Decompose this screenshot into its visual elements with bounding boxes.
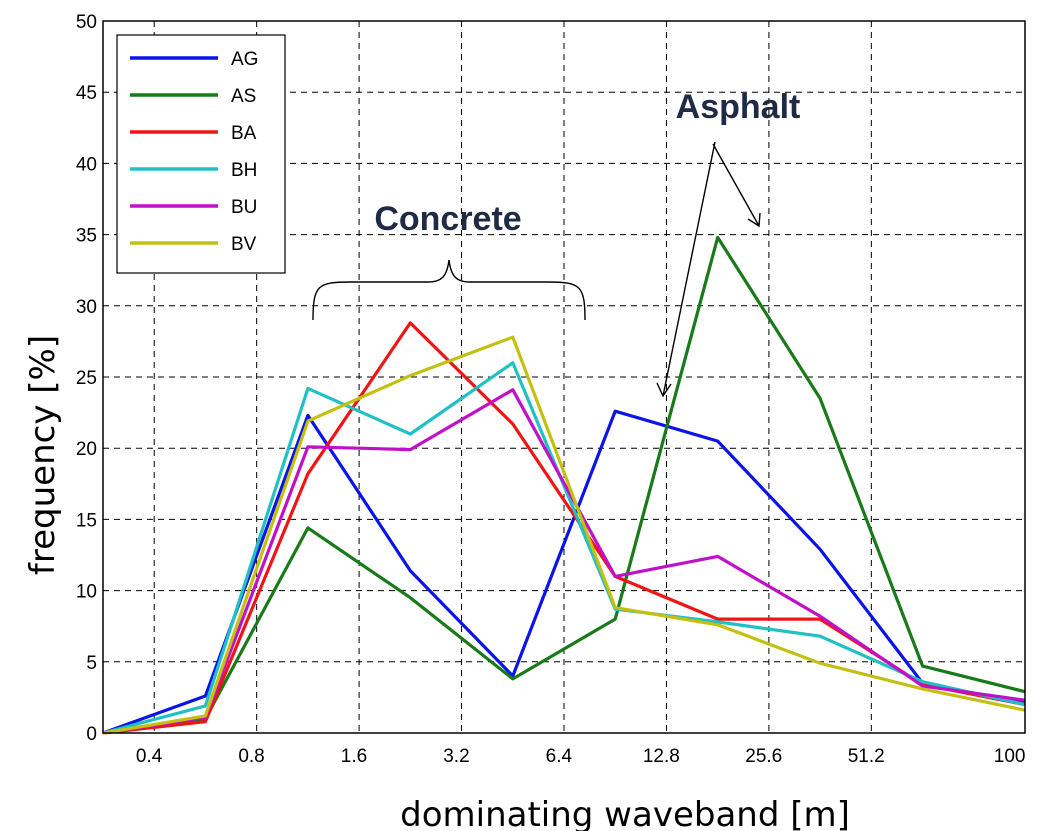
asphalt-arrowhead-left [656,382,672,398]
asphalt-arrow-right [712,143,760,227]
y-tick-label: 25 [76,368,97,389]
y-tick-label: 15 [76,510,97,531]
x-tick-label: 1.6 [341,746,367,767]
legend-box [116,34,286,274]
y-tick-label: 0 [86,724,97,745]
x-tick-label: 6.4 [546,746,573,767]
y-axis-title: frequency [%] [23,335,63,575]
concrete-annotation: Concrete [312,200,586,321]
x-tick-label: 12.8 [643,746,680,767]
concrete-label: Concrete [374,200,521,238]
x-axis-title: dominating waveband [m] [400,795,850,831]
x-tick-label: 3.2 [443,746,469,767]
y-tick-label: 50 [76,12,97,33]
legend: AG AS BA BH BU BV [116,34,286,274]
y-tick-label: 5 [86,653,97,674]
series-line-bu [102,388,1026,735]
asphalt-arrow-left [662,141,716,397]
y-tick-label: 45 [76,83,97,104]
x-tick-label: 0.4 [136,746,163,767]
series-line-ag [102,409,1026,735]
x-tick-labels: 0.4 0.8 1.6 3.2 6.4 12.8 25.6 51.2 100 [136,746,1026,767]
concrete-brace [312,259,586,321]
asphalt-annotation: Asphalt [656,88,801,398]
y-tick-label: 35 [76,226,97,247]
x-tick-label: 0.8 [238,746,264,767]
y-tick-label: 40 [76,154,97,175]
asphalt-arrowhead-right [747,212,761,228]
legend-label-bh: BH [231,160,257,181]
y-tick-label: 20 [76,439,97,460]
y-tick-label: 10 [76,582,97,603]
plot-frame [102,20,1026,734]
x-tick-label: 100 [994,746,1026,767]
legend-label-ba: BA [231,123,257,144]
legend-label-bv: BV [231,234,257,255]
series-layer [102,235,1026,735]
asphalt-label: Asphalt [676,88,801,126]
legend-items: AG AS BA BH BU BV [130,49,258,255]
x-tick-label: 51.2 [848,746,885,767]
y-tick-labels: 0 5 10 15 20 25 30 35 40 45 50 [76,12,97,745]
legend-label-as: AS [231,86,256,107]
legend-label-bu: BU [231,197,257,218]
series-line-as [102,235,1026,735]
series-line-bv [102,335,1026,735]
x-tick-label: 25.6 [745,746,782,767]
y-tick-label: 30 [76,297,97,318]
legend-label-ag: AG [231,49,258,70]
